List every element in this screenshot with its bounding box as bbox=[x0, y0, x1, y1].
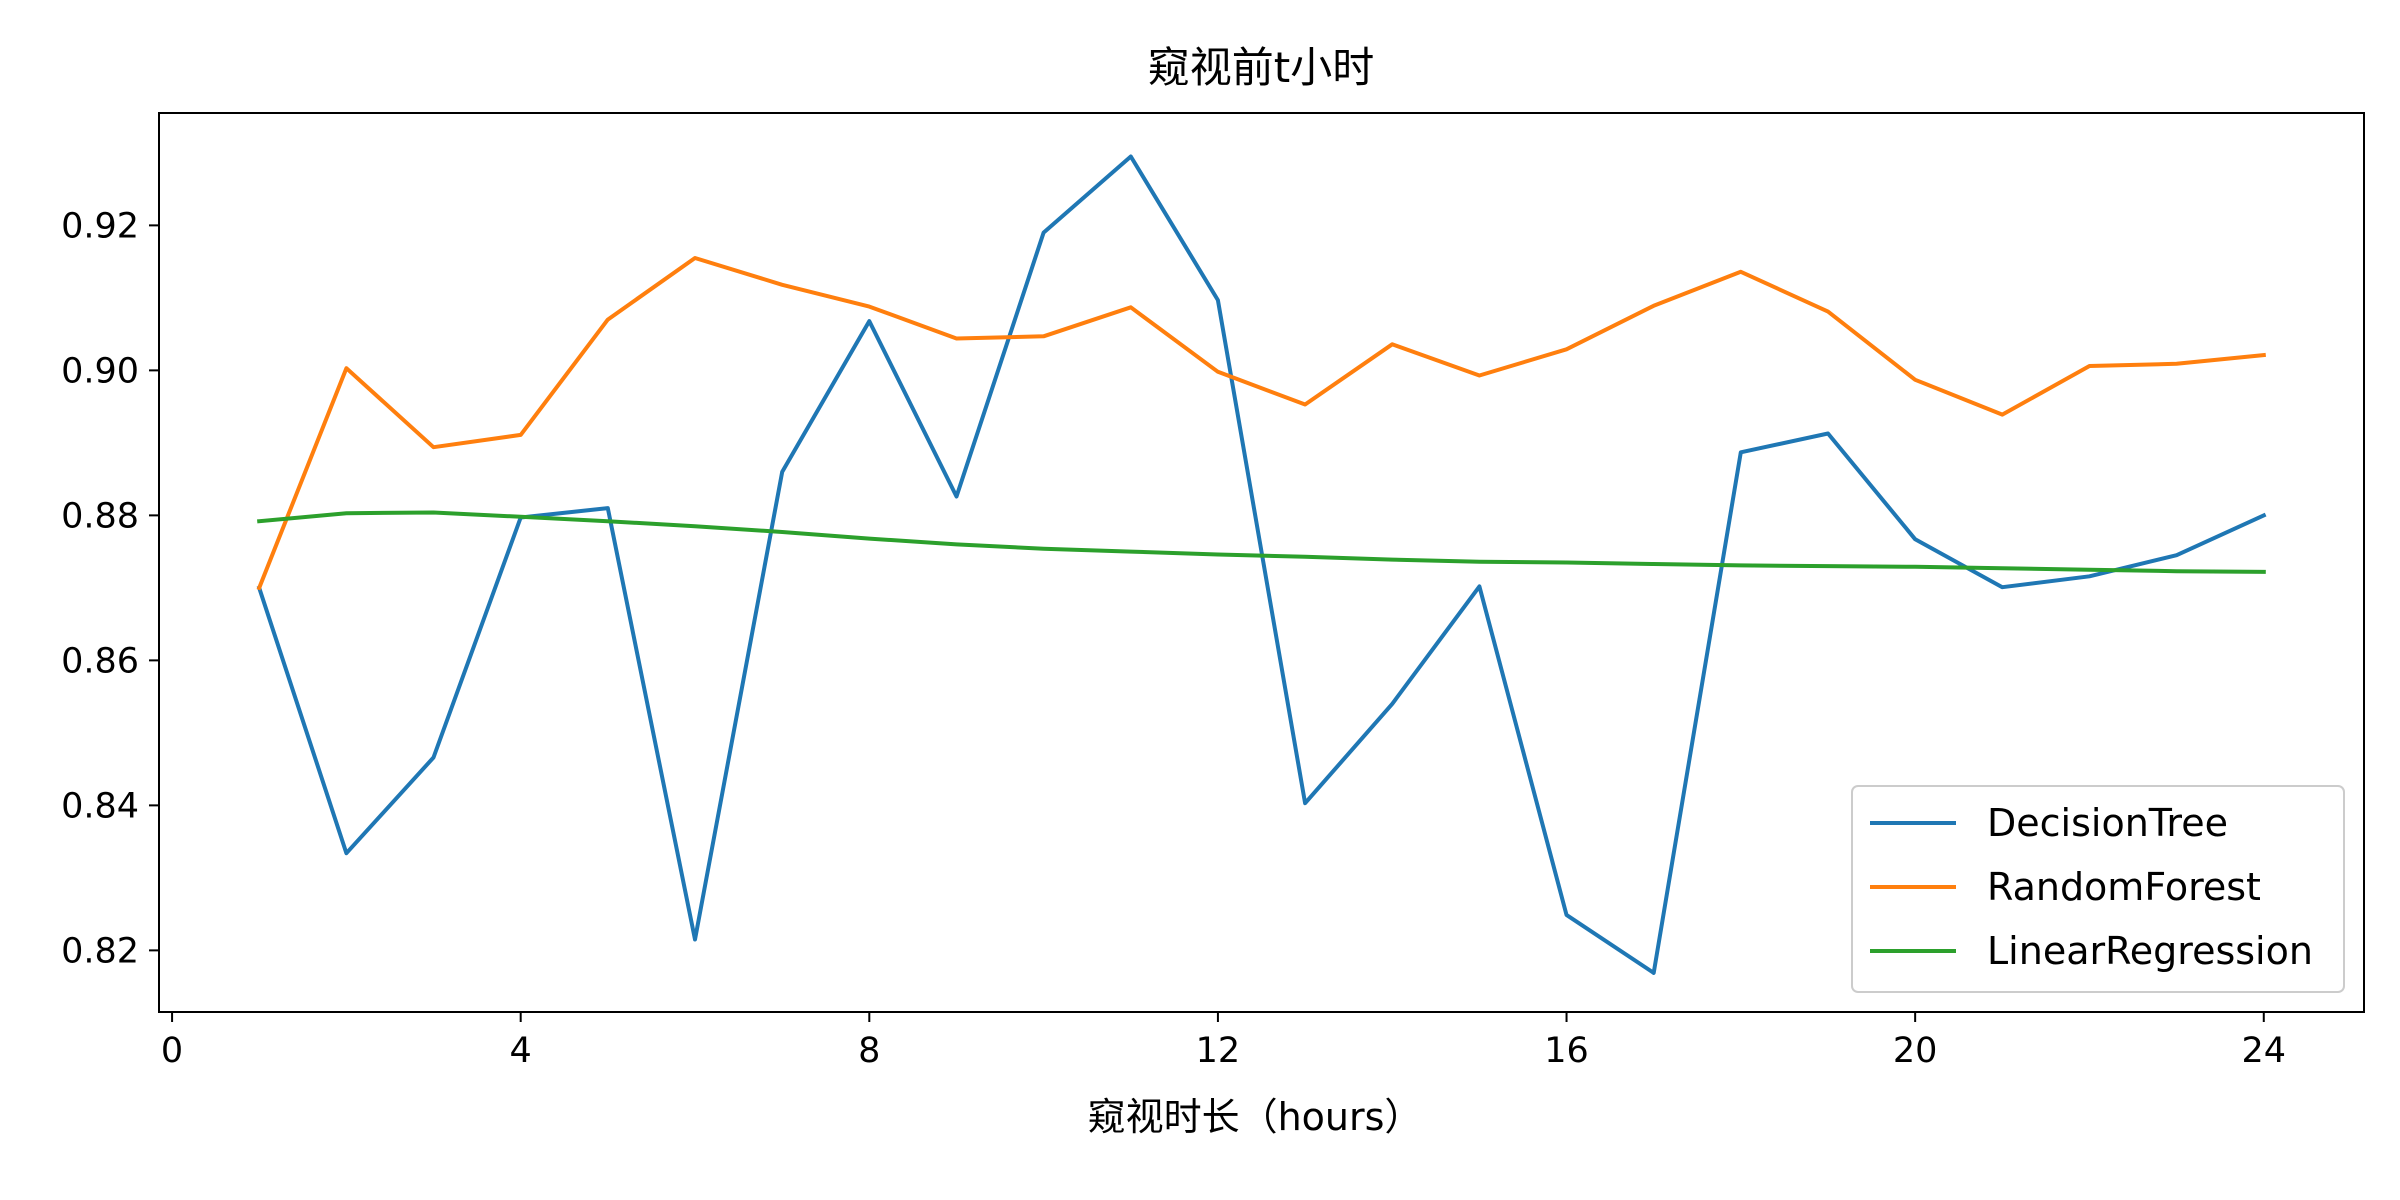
x-tick-label: 8 bbox=[858, 1031, 880, 1071]
x-tick-label: 20 bbox=[1893, 1031, 1938, 1071]
legend: DecisionTree RandomForest LinearRegression bbox=[1851, 785, 2345, 993]
legend-label-0: DecisionTree bbox=[1987, 801, 2228, 845]
series-line-0 bbox=[256, 154, 2267, 975]
legend-label-1: RandomForest bbox=[1987, 865, 2261, 909]
y-tick-label: 0.82 bbox=[61, 931, 139, 971]
x-tick-label: 16 bbox=[1544, 1031, 1589, 1071]
y-tick-label: 0.90 bbox=[61, 351, 139, 391]
y-tick-label: 0.86 bbox=[61, 641, 139, 681]
series-line-1 bbox=[256, 256, 2266, 591]
plot-area-frame bbox=[158, 112, 2365, 1013]
legend-box bbox=[1851, 785, 2345, 993]
x-axis: 0 4 8 12 16 20 24 bbox=[161, 1012, 2286, 1071]
x-tick-label: 0 bbox=[161, 1031, 183, 1071]
y-tick-label: 0.84 bbox=[61, 786, 139, 826]
x-tick-label: 24 bbox=[2241, 1031, 2286, 1071]
y-axis: 0.82 0.84 0.86 0.88 0.90 0.92 bbox=[61, 206, 159, 971]
y-tick-label: 0.88 bbox=[61, 496, 139, 536]
legend-label-2: LinearRegression bbox=[1987, 929, 2313, 973]
chart-title: 窥视前t小时 bbox=[1148, 43, 1374, 92]
y-tick-label: 0.92 bbox=[61, 206, 139, 246]
x-axis-title: 窥视时长（hours） bbox=[1088, 1095, 1423, 1139]
plot-lines bbox=[256, 154, 2267, 975]
series-line-2 bbox=[257, 510, 2266, 574]
x-tick-label: 12 bbox=[1196, 1031, 1241, 1071]
x-tick-label: 4 bbox=[510, 1031, 532, 1071]
